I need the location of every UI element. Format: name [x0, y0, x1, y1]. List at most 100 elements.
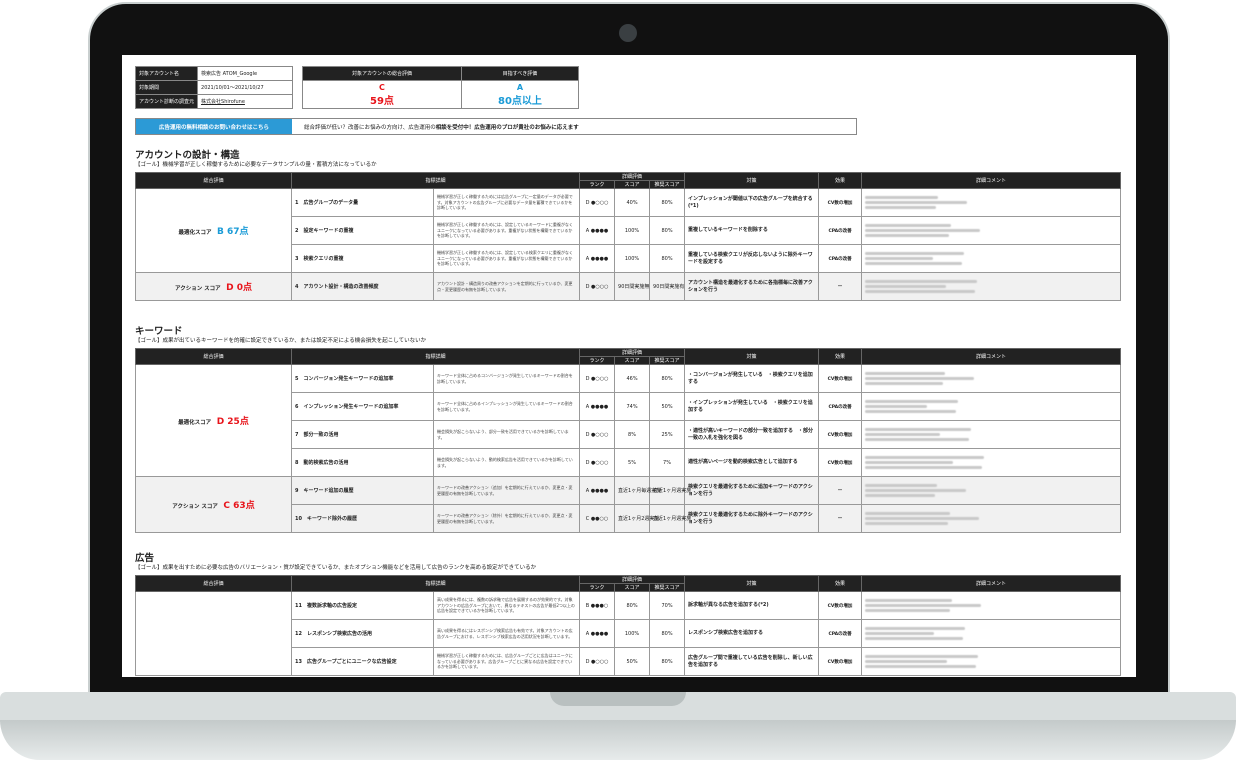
metric-comment [861, 244, 1122, 273]
info-row: アカウント診断の調査元 株式会社Shirofune [134, 94, 293, 109]
score-rank: D [226, 283, 237, 293]
blurred-comment-line [865, 428, 972, 431]
blurred-comment-line [865, 655, 979, 658]
header-overall: 総合評価 [135, 348, 292, 365]
current-rank: C [379, 82, 385, 92]
header-effect: 効果 [818, 172, 863, 189]
metric-effect: — [818, 476, 863, 505]
target-score-label: 目指すべき評価 [460, 66, 580, 81]
metric-effect: CV数の増加 [818, 448, 863, 477]
metric-rank: C ●●○○ [579, 504, 616, 533]
info-key: 対象アカウント名 [134, 66, 199, 81]
blurred-comment-line [865, 257, 934, 260]
metric-comment [861, 420, 1122, 449]
evaluation-table: 総合評価 指標詳細 詳細評価 対策 効果 詳細コメント ランク スコア 推奨スコア 最適化スコア … [135, 172, 1122, 301]
metric-rank: A ●●●● [579, 216, 616, 245]
header-overall: 総合評価 [135, 575, 292, 592]
blurred-comment-line [865, 206, 937, 209]
metric-score: 100% [614, 244, 651, 273]
metric-effect: CV数の増加 [818, 364, 863, 393]
blurred-comment-line [865, 438, 970, 441]
metric-score: 90日間実施無 [614, 272, 651, 301]
table-row: 8 動的検索広告の活用 機会損失が起こらないよう、動的検索広告を活用できているかを… [136, 448, 1122, 477]
consult-button[interactable]: 広告運用の無料相談のお問い合わせはこちら [136, 119, 292, 134]
blurred-comment-line [865, 599, 953, 602]
blurred-comment-line [865, 494, 936, 497]
metric-effect: CPAの改善 [818, 619, 863, 648]
score-points: 25点 [227, 417, 249, 427]
blurred-comment-line [865, 466, 983, 469]
blurred-comment-line [865, 627, 966, 630]
blurred-comment-line [865, 290, 976, 293]
table-row: 最適化スコア D 25点 5 コンバージョン発生キーワードの追加率 キーワード全体に… [135, 364, 1122, 477]
metric-rank: D ●○○○ [579, 420, 616, 449]
metric-comment [861, 504, 1122, 533]
header-detail: 指標詳細 [290, 172, 581, 189]
section-goal: 【ゴール】成果を出すために必要な広告のバリエーション・質が設定できているか、また… [135, 565, 537, 571]
section-title: キーワード [135, 326, 183, 337]
metric-score: 50% [614, 647, 651, 676]
blurred-comment-line [865, 262, 963, 265]
blurred-comment-line [865, 285, 947, 288]
info-row: 対象アカウント名 検索広告 ATOM_Google [134, 66, 293, 81]
evaluation-table: 総合評価 指標詳細 詳細評価 対策 効果 詳細コメント ランク スコア 推奨スコア 最適化スコア … [135, 348, 1122, 533]
metric-score: 100% [614, 216, 651, 245]
score-rank: C [223, 501, 234, 511]
camera-icon [619, 24, 637, 42]
table-row: 13 広告グループごとにユニークな広告設定 機械学習が正しく稼働するためには、広告… [136, 647, 1122, 676]
section-goal: 【ゴール】機械学習が正しく稼働するために必要なデータサンプルの量・蓄積方法になっ… [135, 162, 377, 168]
blurred-comment-line [865, 456, 985, 459]
score-points: 0点 [236, 283, 252, 293]
blurred-comment-line [865, 484, 938, 487]
metric-description: 高い成果を得るにはレスポンシブ検索広告も有効です。対象アカウントの広告グループに… [432, 619, 581, 648]
blurred-comment-line [865, 234, 950, 237]
metric-rec-score: 90日間実施有 [649, 272, 686, 301]
header-overall: 総合評価 [135, 172, 292, 189]
blurred-comment-line [865, 410, 957, 413]
metric-rec-score: 70% [649, 591, 686, 620]
blurred-comment-line [865, 377, 975, 380]
header-measure: 対策 [684, 172, 820, 189]
metric-name: 4 アカウント設計・構造の改善頻度 [291, 272, 434, 301]
blurred-comment-line [865, 280, 978, 283]
metric-measure: ・インプレッションが発生している ・検索クエリを追加する [684, 392, 820, 421]
blurred-comment-line [865, 382, 944, 385]
header-score: スコア [614, 356, 651, 365]
table-row: 12 レスポンシブ検索広告の活用 高い成果を得るにはレスポンシブ検索広告も有効です… [136, 619, 1122, 648]
metric-comment [861, 272, 1122, 301]
metric-rec-score: 80% [649, 216, 686, 245]
metric-comment [861, 448, 1122, 477]
metric-description: キーワード全体に占めるコンバージョンが発生しているキーワードの割合を診断していま… [432, 364, 581, 393]
target-rank: A [516, 82, 524, 92]
blurred-comment-line [865, 201, 968, 204]
metric-effect: CV数の増加 [818, 591, 863, 620]
header-rank: ランク [579, 583, 616, 592]
blurred-comment-line [865, 660, 948, 663]
metric-description: 機会損失が起こらないよう、部分一致を活用できているかを診断しています。 [432, 420, 581, 449]
metric-rank: D ●○○○ [579, 272, 616, 301]
metric-comment [861, 591, 1122, 620]
header-score: スコア [614, 583, 651, 592]
header-comment: 詳細コメント [861, 575, 1122, 592]
metric-score: 5% [614, 448, 651, 477]
metric-name: 6 インプレッション発生キーワードの追加率 [291, 392, 434, 421]
metric-name: 10 キーワード除外の履歴 [291, 504, 434, 533]
metric-rec-score: 25% [649, 420, 686, 449]
header-eval: 詳細評価 [579, 575, 686, 584]
blurred-comment-line [865, 637, 964, 640]
header-effect: 効果 [818, 575, 863, 592]
metric-comment [861, 619, 1122, 648]
metric-comment [861, 188, 1122, 217]
metric-measure: 検索クエリを最適化するために追加キーワードのアクションを行う [684, 476, 820, 505]
score-summary-table: 対象アカウントの総合評価 目指すべき評価 C 59点 A 80点以上 [302, 66, 580, 109]
score-rank: D [216, 417, 228, 427]
metric-effect: CPAの改善 [818, 392, 863, 421]
metric-rank: B ●●●○ [579, 591, 616, 620]
metric-score: 直近1ヶ月2週実施 [614, 504, 659, 533]
score-label: アクション スコア [174, 286, 227, 292]
metric-rec-score: 直近1ヶ月週実施 [649, 476, 691, 505]
consult-message: 総合評価が低い？改善にお悩みの方向け、広告運用の相談を受付中！広告運用のプロが貴… [292, 123, 579, 131]
table-row: 10 キーワード除外の履歴 キーワードの改善アクション（除外）を定期的に行えている… [136, 504, 1122, 533]
metric-rank: D ●○○○ [579, 364, 616, 393]
